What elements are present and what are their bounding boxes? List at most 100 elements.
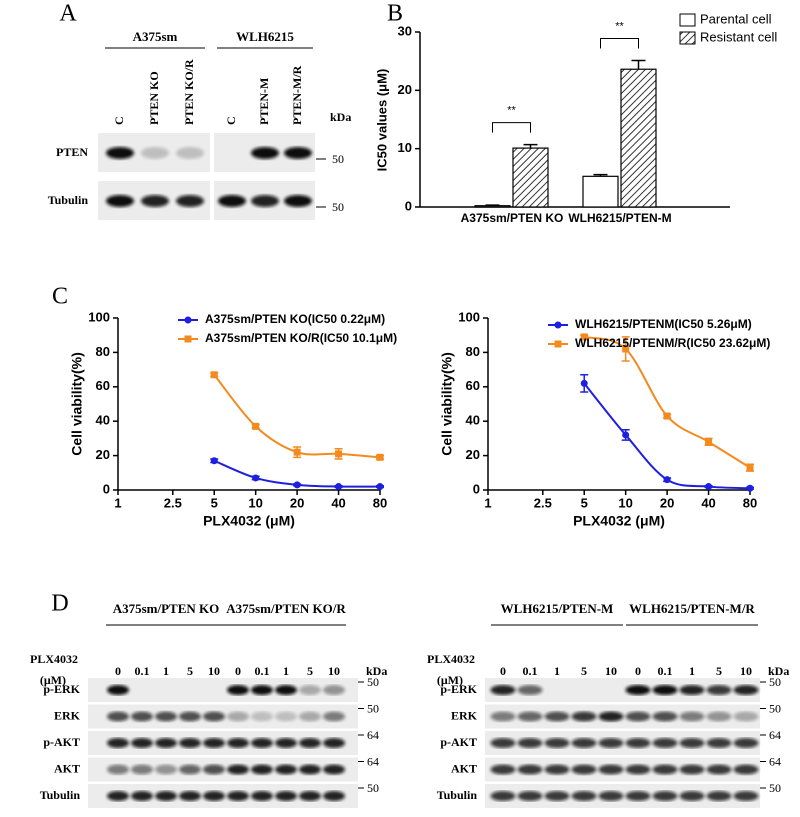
- point: [293, 481, 301, 489]
- x-tick-label: 10: [248, 495, 262, 510]
- band: [323, 764, 345, 775]
- dose: 5: [307, 664, 313, 678]
- band: [106, 195, 134, 207]
- point: [580, 333, 588, 341]
- band: [598, 764, 624, 775]
- x-tick-label: 2.5: [534, 495, 552, 510]
- band: [652, 791, 678, 801]
- y-tick-label: 100: [88, 309, 110, 324]
- y-tick-label: 100: [458, 309, 480, 324]
- point: [252, 422, 260, 430]
- x-tick-label: 10: [618, 495, 632, 510]
- legend-swatch: [679, 31, 696, 45]
- dose: 10: [740, 664, 752, 678]
- row-label: AKT: [451, 761, 477, 775]
- significance-bracket: [600, 37, 639, 49]
- row-label: p-ERK: [440, 682, 477, 696]
- dose: 5: [716, 664, 722, 678]
- annotation: **: [507, 104, 516, 116]
- band: [490, 791, 516, 801]
- point: [705, 483, 713, 491]
- x-tick-label: 20: [660, 495, 674, 510]
- kda-marker: 50: [769, 675, 781, 689]
- band: [251, 711, 273, 722]
- band: [176, 195, 204, 207]
- band: [733, 764, 759, 775]
- band: [227, 738, 249, 748]
- point: [705, 438, 713, 446]
- kda-marker: 50: [367, 701, 379, 715]
- y-tick-label: 20: [466, 447, 480, 462]
- band: [107, 685, 129, 695]
- band: [625, 764, 651, 775]
- y-tick-label: 0: [473, 481, 480, 496]
- band: [107, 711, 129, 722]
- kda-marker: 64: [367, 754, 379, 768]
- band: [176, 147, 204, 159]
- point: [663, 476, 671, 484]
- x-tick-label: WLH6215/PTEN-M: [568, 211, 671, 225]
- x-tick-label: 2.5: [164, 495, 182, 510]
- band: [598, 738, 624, 748]
- panel-label: C: [52, 284, 68, 310]
- row-label: ERK: [54, 708, 81, 722]
- x-tick-label: 20: [290, 495, 304, 510]
- band: [517, 791, 543, 801]
- group-label: A375sm: [133, 29, 178, 44]
- row-label: PTEN: [56, 145, 88, 159]
- kda-label: kDa: [768, 664, 789, 678]
- dose: 10: [605, 664, 617, 678]
- bar: [620, 68, 657, 208]
- point: [376, 483, 384, 491]
- group-label: WLH6215: [236, 29, 294, 44]
- band: [179, 764, 201, 775]
- band: [203, 791, 225, 801]
- x-axis-label: PLX4032 (μM): [573, 513, 665, 529]
- point: [252, 474, 260, 482]
- dose: 10: [328, 664, 340, 678]
- legend-label: A375sm/PTEN KO/R(IC50 10.1μM): [205, 331, 397, 345]
- fit-line: [213, 374, 381, 459]
- band: [227, 791, 249, 801]
- dose-label: PLX4032: [427, 652, 475, 666]
- point: [663, 412, 671, 420]
- row-label: p-AKT: [440, 735, 477, 749]
- band: [251, 764, 273, 775]
- kda-marker: 64: [769, 754, 781, 768]
- y-tick-label: 80: [96, 344, 110, 359]
- y-tick-label: 80: [466, 344, 480, 359]
- kda-marker: 50: [367, 781, 379, 795]
- band: [275, 711, 297, 722]
- error-bar: [485, 204, 500, 206]
- band: [323, 711, 345, 722]
- x-tick-label: 80: [373, 495, 387, 510]
- band: [107, 738, 129, 748]
- fit-line: [583, 382, 751, 490]
- panel-label: A: [59, 1, 77, 27]
- band: [227, 685, 249, 695]
- band: [179, 791, 201, 801]
- band: [131, 711, 153, 722]
- dose: 0: [635, 664, 641, 678]
- y-tick-label: 30: [398, 23, 412, 38]
- dose-unit: (μM): [437, 673, 463, 687]
- band: [275, 791, 297, 801]
- group-label: A375sm/PTEN KO: [113, 601, 220, 616]
- band: [275, 685, 297, 695]
- band: [517, 685, 543, 695]
- lane-label: C: [224, 116, 238, 125]
- band: [571, 764, 597, 775]
- band: [323, 791, 345, 801]
- y-axis-label: IC50 values (μM): [374, 69, 389, 172]
- band: [652, 764, 678, 775]
- error-bar: [593, 173, 608, 177]
- point: [746, 484, 754, 492]
- y-axis-label: Cell viability(%): [439, 352, 455, 455]
- bar: [512, 147, 549, 208]
- dose: 0.1: [255, 664, 270, 678]
- x-tick-label: 40: [331, 495, 345, 510]
- lane-label: PTEN-M/R: [290, 65, 304, 125]
- legend-marker: [184, 335, 192, 343]
- dose-label: PLX4032: [30, 652, 78, 666]
